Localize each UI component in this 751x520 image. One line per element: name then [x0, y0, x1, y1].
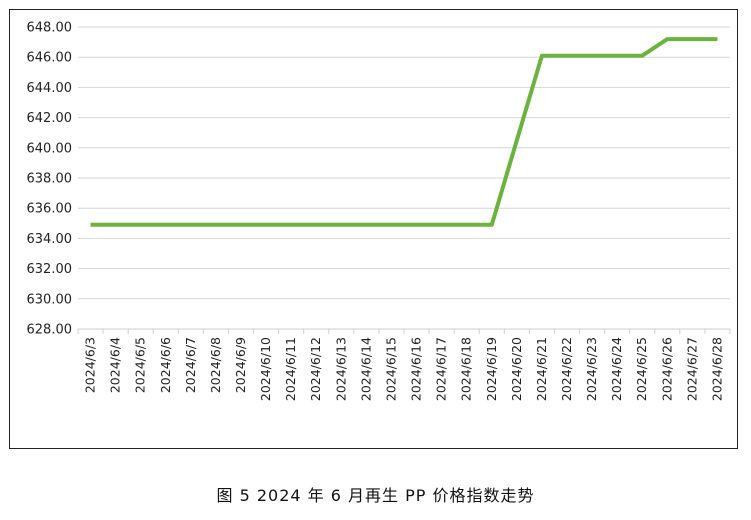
x-tick-label: 2024/6/20	[509, 337, 524, 401]
x-tick-label: 2024/6/8	[208, 337, 223, 393]
y-axis: 628.00 630.00 632.00 634.00 636.00 638.00 640.…	[27, 21, 73, 338]
x-tick-label: 2024/6/11	[283, 337, 298, 401]
x-tick-label: 2024/6/6	[158, 337, 173, 393]
x-tick-label: 2024/6/13	[333, 337, 348, 401]
x-tick-label: 2024/6/4	[108, 337, 123, 393]
x-tick-label: 2024/6/9	[233, 337, 248, 393]
x-tick-label: 2024/6/23	[584, 337, 599, 401]
y-tick-label: 646.00	[27, 51, 73, 66]
x-axis: 2024/6/3 2024/6/4 2024/6/5 2024/6/6 2024/6/7…	[77, 328, 731, 401]
x-tick-label: 2024/6/25	[634, 337, 649, 401]
y-tick-label: 648.00	[27, 21, 73, 36]
x-tick-label: 2024/6/27	[684, 337, 699, 401]
x-tick-label: 2024/6/12	[308, 337, 323, 401]
x-tick-label: 2024/6/10	[258, 337, 273, 401]
chart-frame	[9, 9, 738, 449]
y-tick-label: 642.00	[27, 111, 73, 126]
grid-lines	[78, 26, 730, 330]
x-tick-label: 2024/6/26	[659, 337, 674, 401]
x-tick-label: 2024/6/21	[534, 337, 549, 401]
x-tick-label: 2024/6/18	[459, 337, 474, 401]
x-tick-label: 2024/6/3	[83, 337, 98, 393]
x-tick-label: 2024/6/17	[434, 337, 449, 401]
y-tick-label: 632.00	[27, 262, 73, 277]
figure-caption: 图 5 2024 年 6 月再生 PP 价格指数走势	[216, 486, 535, 505]
y-tick-label: 640.00	[27, 141, 73, 156]
x-tick-label: 2024/6/5	[133, 337, 148, 393]
x-tick-label: 2024/6/24	[609, 337, 624, 401]
y-tick-label: 630.00	[27, 292, 73, 307]
x-tick-label: 2024/6/14	[358, 337, 373, 401]
x-tick-label: 2024/6/28	[709, 337, 724, 401]
x-tick-label: 2024/6/7	[183, 337, 198, 393]
y-tick-label: 644.00	[27, 81, 73, 96]
x-tick-label: 2024/6/16	[409, 337, 424, 401]
y-tick-label: 634.00	[27, 232, 73, 247]
y-tick-label: 638.00	[27, 172, 73, 187]
y-tick-label: 628.00	[27, 323, 73, 338]
line-chart: 628.00 630.00 632.00 634.00 636.00 638.00 640.…	[27, 21, 731, 401]
series-layer	[90, 37, 718, 227]
series-line	[90, 37, 718, 227]
x-tick-label: 2024/6/15	[383, 337, 398, 401]
x-tick-label: 2024/6/22	[559, 337, 574, 401]
x-tick-label: 2024/6/19	[484, 337, 499, 401]
y-tick-label: 636.00	[27, 202, 73, 217]
